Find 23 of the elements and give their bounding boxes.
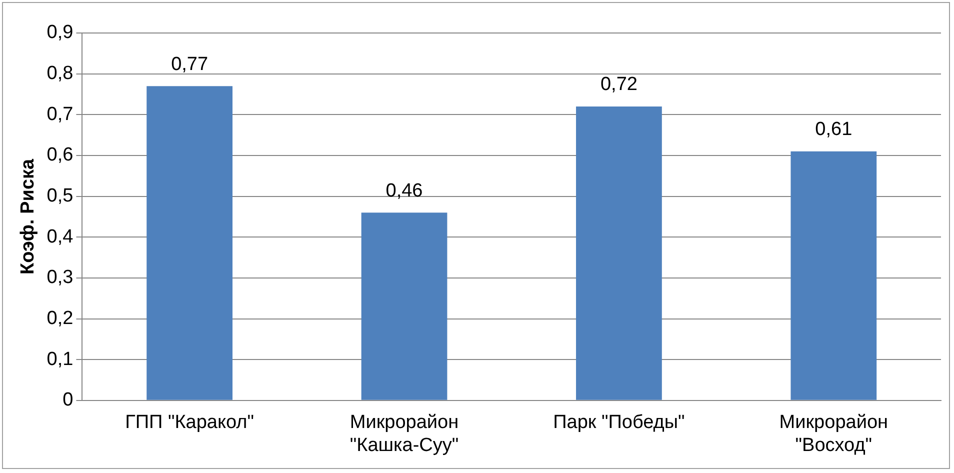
bar <box>576 106 662 400</box>
y-tick-label: 0,1 <box>46 348 74 370</box>
bar <box>146 86 232 400</box>
x-tick-label: ГПП "Каракол" <box>125 412 254 434</box>
data-label: 0,61 <box>815 119 852 140</box>
bar <box>361 212 448 400</box>
data-label: 0,77 <box>171 54 208 75</box>
y-tick-label: 0 <box>62 390 74 411</box>
data-label: 0,46 <box>386 180 423 202</box>
y-axis-title: Коэф. Риска <box>18 158 39 275</box>
x-tick-label: Парк "Победы" <box>553 412 685 434</box>
y-tick-label: 0,2 <box>46 308 74 329</box>
y-tick-label: 0,3 <box>46 267 74 288</box>
x-tick-label: Микрорайон "Кашка-Суу" <box>350 412 459 456</box>
y-tick-label: 0,8 <box>46 63 74 84</box>
x-tick-label: Микрорайон "Восход" <box>779 412 888 456</box>
y-tick-label: 0,5 <box>46 186 74 207</box>
y-tick-label: 0,4 <box>46 226 74 248</box>
data-label: 0,72 <box>600 74 638 96</box>
bar <box>790 151 877 400</box>
y-tick-label: 0,7 <box>46 104 74 125</box>
y-tick-label: 0,9 <box>46 22 74 44</box>
y-tick-label: 0,6 <box>46 144 74 166</box>
